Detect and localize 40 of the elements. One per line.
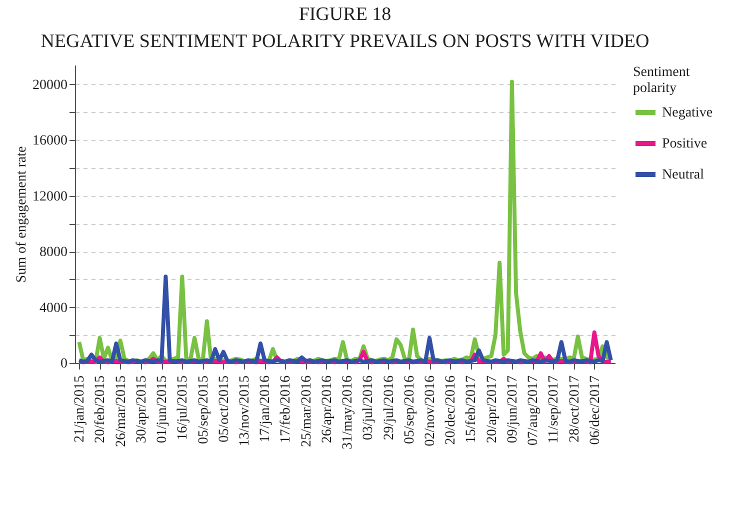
legend-label: Positive — [662, 136, 708, 152]
x-tick-label: 17/feb/2016 — [278, 376, 294, 444]
x-tick-label: 20/feb/2015 — [93, 376, 108, 444]
y-tick-label: 8000 — [40, 245, 68, 260]
y-tick-label: 4000 — [40, 300, 68, 316]
x-tick-label: 16/jul/2015 — [176, 376, 191, 440]
x-tick-label: 28/oct/2017 — [567, 376, 582, 442]
x-tick-label: 09/jun/2017 — [505, 376, 520, 444]
x-tick-label: 06/dec/2017 — [588, 376, 603, 445]
legend-title: Sentiment polarity — [633, 65, 690, 96]
legend-label: Neutral — [662, 168, 704, 182]
y-axis-title: Sum of engagement rate — [14, 146, 30, 283]
line-series — [77, 274, 613, 364]
x-tick-label: 15/feb/2017 — [464, 376, 480, 444]
y-tick-label: 0 — [60, 356, 68, 372]
x-tick-label: 26/mar/2015 — [114, 376, 129, 448]
chart-title: FIGURE 18 — [298, 4, 392, 25]
x-tick-label: 01/jun/2015 — [155, 376, 170, 444]
x-tick-label: 20/dec/2016 — [444, 376, 459, 445]
x-tick-label: 11/sep/2017 — [546, 376, 562, 444]
x-tick-label: 21/jan/2015 — [72, 376, 88, 442]
legend-label: Negative — [662, 106, 713, 120]
y-tick-label: 12000 — [32, 189, 68, 204]
x-tick-label: 20/apr/2017 — [484, 376, 500, 444]
x-tick-label: 05/sep/2015 — [196, 376, 212, 444]
x-tick-label: 02/nov/2016 — [423, 376, 438, 446]
x-tick-label: 17/jan/2016 — [258, 376, 274, 442]
x-tick-label: 31/may/2016 — [340, 376, 356, 450]
x-tick-label: 05/oct/2015 — [216, 376, 232, 442]
x-tick-label: 29/jul/2016 — [382, 376, 397, 440]
y-tick-label: 20000 — [32, 78, 68, 93]
x-tick-label: 13/nov/2015 — [238, 376, 253, 446]
chart-subtitle: NEGATIVE SENTIMENT POLARITY PREVAILS ON POSTS WITH VIDEO — [40, 31, 650, 52]
x-tick-label: 03/jul/2016 — [361, 376, 376, 440]
x-tick-label: 26/apr/2016 — [320, 376, 335, 444]
y-tick-label: 16000 — [32, 134, 68, 149]
x-tick-label: 05/sep/2016 — [402, 376, 418, 444]
x-tick-label: 30/apr/2015 — [134, 376, 150, 444]
x-tick-label: 25/mar/2016 — [299, 376, 314, 448]
x-tick-label: 07/aug/2017 — [526, 376, 542, 446]
